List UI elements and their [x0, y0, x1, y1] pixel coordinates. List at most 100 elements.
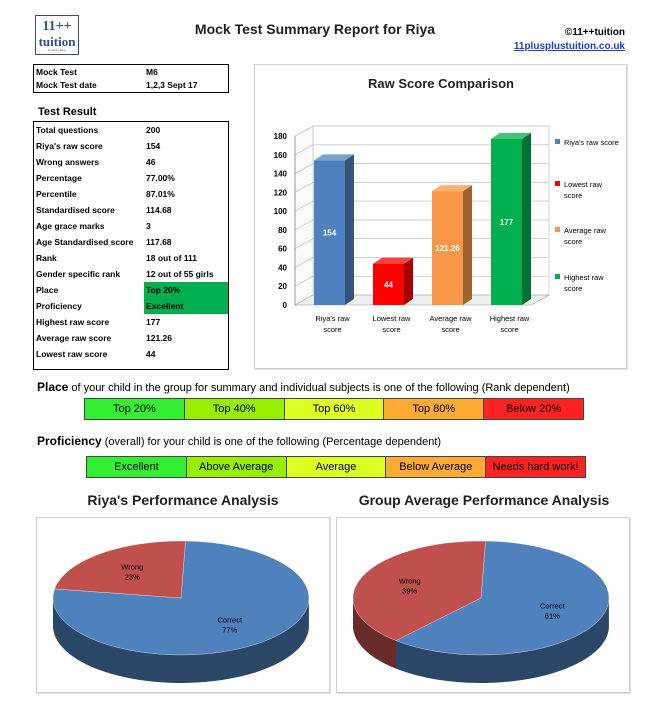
table-row: Rank 18 out of 111 [34, 250, 228, 266]
result-label: Percentage [36, 173, 82, 183]
bar-0 [314, 154, 354, 305]
result-value: 46 [146, 157, 156, 167]
place-scale-cell-1: Top 40% [184, 399, 285, 419]
proficiency-scale-cell-1: Above Average [186, 457, 287, 477]
result-value: 177 [146, 317, 161, 327]
y-tick-label: 100 [274, 207, 288, 216]
test-result-box [33, 121, 229, 370]
result-value: Excellent [144, 298, 228, 314]
bar-2 [432, 185, 472, 305]
pie-label: Correct [540, 602, 566, 611]
pie-pct-label: 39% [402, 586, 417, 595]
bar-front [373, 263, 404, 305]
y-tick-label: 40 [278, 263, 287, 272]
proficiency-scale-cell-4: Needs hard work! [486, 457, 585, 477]
legend-swatch [555, 139, 560, 144]
table-row: Wrong answers 46 [34, 154, 228, 170]
website-link[interactable]: 11plusplustuition.co.uk [513, 41, 625, 52]
proficiency-scale: Excellent Above Average Average Below Avera… [86, 456, 586, 478]
x-tick-label: Lowest raw [373, 314, 412, 323]
y-tick-label: 120 [274, 188, 288, 197]
bar-top [432, 185, 472, 192]
result-value: 200 [146, 125, 161, 135]
result-label: Total questions [36, 125, 99, 135]
bar-front [432, 191, 463, 305]
bar-top [314, 154, 354, 161]
proficiency-scale-cell-2: Average [286, 457, 387, 477]
gridline [294, 163, 549, 174]
result-value: 18 out of 111 [146, 253, 198, 263]
result-label: Wrong answers [36, 157, 100, 167]
copyright: ©11++tuition [564, 27, 625, 38]
chart-side-wall [294, 125, 314, 306]
table-row: Mock Test M6 [34, 65, 228, 78]
chart-title: Raw Score Comparison [368, 76, 514, 91]
logo-line2: tuition [38, 34, 76, 49]
place-scale-cell-2: Top 60% [284, 399, 385, 419]
table-row: Lowest raw score 44 [34, 346, 228, 362]
gridline [294, 144, 549, 156]
x-tick-label: score [382, 325, 400, 334]
raw-score-chart: Raw Score Comparison 0 20 40 60 80 100 120 140 16… [274, 76, 619, 334]
place-legend-text: Place of your child in the group for sum… [37, 380, 637, 394]
result-value: 114.68 [146, 205, 172, 215]
legend-label: Highest raw [564, 273, 604, 282]
pie-pct-label: 23% [125, 573, 140, 582]
test-info-box [33, 64, 229, 93]
riya-pie-container: Correct 77% Wrong 23% [36, 517, 330, 693]
result-label: Lowest raw score [36, 349, 108, 359]
result-value: 87.01% [146, 189, 175, 199]
table-row: Proficiency Excellent [34, 298, 228, 314]
table-row: Age grace marks 3 [34, 218, 228, 234]
legend-label: Lowest raw [564, 180, 603, 189]
pie-slice-correct [395, 540, 610, 656]
y-tick-label: 180 [274, 132, 288, 141]
pie-pct-label: 77% [222, 625, 237, 634]
result-value: 3 [146, 221, 151, 231]
place-scale-cell-0: Top 20% [85, 399, 185, 419]
place-legend-lead: Place [37, 380, 69, 394]
result-value: 77.00% [146, 173, 175, 183]
place-scale-cell-4: Below 20% [484, 399, 583, 419]
test-result-table: Total questions 200 Riya's raw score 154 Wro… [34, 122, 228, 362]
bar-side [345, 154, 354, 305]
result-label: Age Standardised score [36, 237, 134, 247]
bar-value-label: 44 [384, 280, 393, 289]
bar-side [404, 257, 413, 305]
legend-swatch [555, 274, 560, 279]
place-legend-desc: of your child in the group for summary a… [68, 382, 570, 394]
legend-label: score [564, 284, 582, 293]
bar-1 [373, 257, 413, 305]
result-value: 121.26 [146, 333, 172, 343]
place-scale: Top 20% Top 40% Top 60% Top 80% Below 20% [84, 398, 584, 420]
pie-label: Correct [217, 615, 243, 624]
result-label: Highest raw score [36, 317, 110, 327]
bar-3 [491, 132, 531, 305]
bar-front [314, 160, 345, 305]
table-row: Place Top 20% [34, 282, 228, 298]
test-date-value: 1,2,3 Sept 17 [146, 80, 198, 90]
result-label: Rank [36, 253, 57, 263]
result-label: Age grace marks [36, 221, 105, 231]
proficiency-scale-cell-3: Below Average [386, 457, 487, 477]
table-row: Gender specific rank 12 out of 55 girls [34, 266, 228, 282]
legend-label: Riya's raw score [564, 138, 619, 147]
result-label: Standardised score [36, 205, 115, 215]
test-date-label: Mock Test date [36, 80, 97, 90]
pie-slice-correct [52, 540, 310, 656]
logo-line1: 11++ [42, 19, 72, 34]
logo: 11++ tuition 11 plus tuition [35, 15, 79, 55]
legend-label: score [564, 191, 582, 200]
table-row: Percentage 77.00% [34, 170, 228, 186]
pie-wall-0 [53, 599, 309, 683]
bar-value-label: 154 [323, 229, 337, 238]
bar-front [491, 138, 522, 305]
group-pie-container: Correct 61% Wrong 39% [336, 517, 630, 693]
legend-label: score [564, 237, 582, 246]
result-value: Top 20% [144, 282, 228, 298]
result-label: Riya's raw score [36, 141, 103, 151]
bar-value-label: 177 [500, 218, 514, 227]
gridline [294, 125, 549, 137]
raw-score-chart-container: Raw Score Comparison 0 20 40 60 80 100 120 140 16… [254, 64, 627, 369]
bar-side [522, 132, 531, 305]
